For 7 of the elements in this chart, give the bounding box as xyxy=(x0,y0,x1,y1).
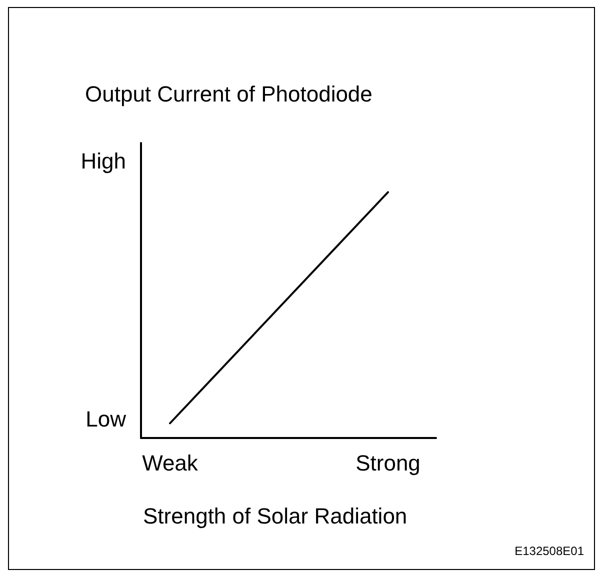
text: High xyxy=(80,148,126,174)
text: Low xyxy=(86,406,126,432)
x-tick-label: Weak xyxy=(142,450,199,476)
chart-title: Output Current of Photodiode xyxy=(85,82,372,106)
x-tick-label: Strong xyxy=(356,450,420,476)
x-axis-title: Strength of Solar Radiation xyxy=(143,504,408,528)
text: E132508E01 xyxy=(514,544,584,558)
